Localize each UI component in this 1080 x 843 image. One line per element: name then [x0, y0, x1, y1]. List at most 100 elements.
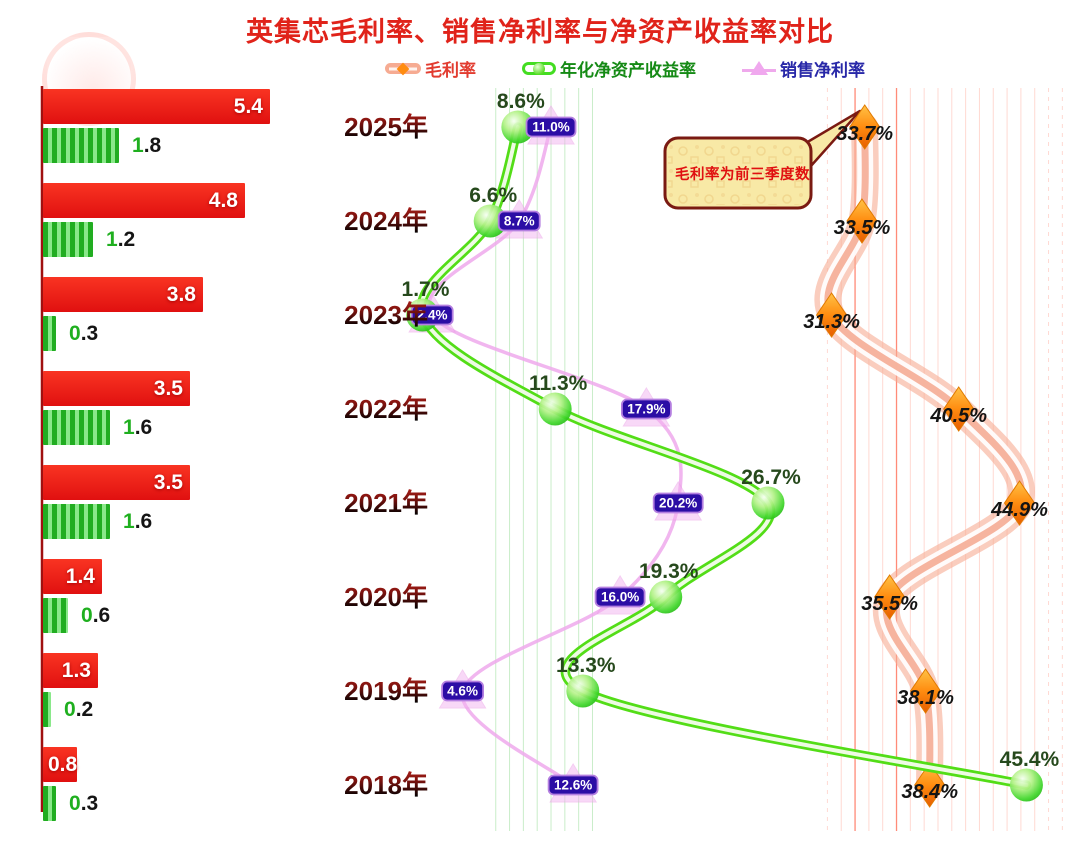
year-label: 2024年 [292, 204, 428, 238]
green-bar [43, 504, 110, 539]
red-bar: 1.3 [43, 653, 98, 688]
net-margin-point-label: 17.9% [627, 402, 665, 417]
gross-margin-marker [1003, 480, 1036, 526]
roe-marker [566, 674, 600, 708]
gross-margin-legend-icon [385, 63, 421, 74]
green-bar-label: 1.8 [132, 134, 162, 157]
red-bar: 1.4 [43, 559, 102, 594]
gross-margin-point-label: 33.7% [836, 123, 893, 145]
red-bar: 3.5 [43, 371, 190, 406]
net-margin-badge: 16.0% [594, 586, 646, 608]
gross-margin-marker [874, 574, 906, 620]
green-bar [43, 692, 51, 727]
red-bar-label: 0.8 [48, 752, 78, 776]
year-label: 2025年 [292, 110, 428, 144]
legend-label: 年化净资产收益率 [560, 61, 696, 80]
roe-point-label: 13.3% [556, 654, 616, 677]
gross-margin-marker [849, 104, 881, 150]
year-label: 2019年 [292, 674, 428, 708]
net-margin-point-label: 20.2% [659, 496, 697, 511]
roe-point-label: 1.7% [402, 278, 450, 301]
roe-point-label: 11.3% [529, 372, 588, 395]
gross-margin-marker [943, 386, 975, 432]
series-roe [405, 110, 1043, 802]
net-margin-point-label: 11.0% [532, 120, 570, 135]
gross-margin-point-label: 38.1% [897, 687, 954, 709]
legend-label: 毛利率 [425, 61, 476, 80]
net-margin-point-label: 8.7% [504, 214, 535, 229]
net-margin-badge: 8.7% [497, 210, 541, 232]
red-bar: 0.8 [43, 747, 77, 782]
legend-label: 销售净利率 [780, 61, 865, 80]
net-margin-point-label: 4.6% [447, 684, 478, 699]
net-margin-point-label: 2.4% [417, 308, 448, 323]
gross-margin-point-label: 40.5% [929, 405, 987, 427]
green-bar [43, 598, 68, 633]
roe-marker [649, 580, 683, 614]
roe-marker [1009, 768, 1043, 802]
gross-margin-point-label: 38.4% [901, 781, 958, 803]
net-margin-point-label: 16.0% [601, 590, 639, 605]
net-margin-badge: 20.2% [652, 492, 704, 514]
roe-marker [538, 392, 572, 426]
green-bar-label: 1.6 [123, 416, 153, 439]
series-gross-margin [814, 104, 1036, 808]
gross-margin-point-label: 31.3% [803, 311, 860, 333]
roe-point-label: 19.3% [639, 560, 699, 583]
roe-point-label: 6.6% [469, 184, 517, 207]
net-margin-legend-icon [742, 61, 776, 76]
year-label: 2022年 [292, 392, 428, 426]
red-bar: 5.4 [43, 89, 270, 124]
red-bar-label: 3.5 [153, 376, 183, 400]
red-bar-label: 1.4 [65, 564, 95, 588]
gross-margin-marker [846, 198, 878, 244]
annotation-callout [665, 109, 862, 208]
gross-margin-marker [914, 762, 946, 808]
year-label: 2018年 [292, 768, 428, 802]
green-bar [43, 410, 110, 445]
green-bar-label: 1.6 [123, 510, 153, 533]
red-bar-label: 4.8 [208, 188, 238, 212]
green-bar-label: 1.2 [106, 228, 136, 251]
roe-point-label: 8.6% [497, 90, 545, 113]
roe-marker [473, 204, 507, 238]
year-label: 2021年 [292, 486, 428, 520]
roe-point-label: 45.4% [1000, 748, 1060, 771]
red-bar-label: 3.8 [166, 282, 196, 306]
gross-margin-marker [909, 668, 942, 714]
gross-margin-point-label: 35.5% [861, 593, 918, 615]
year-label: 2023年 [292, 298, 428, 332]
legend-item-net-margin: 销售净利率 [742, 56, 865, 81]
net-margin-point-label: 12.6% [554, 778, 592, 793]
red-bar: 3.8 [43, 277, 203, 312]
page-title: 英集芯毛利率、销售净利率与净资产收益率对比 [246, 17, 834, 47]
roe-marker [751, 486, 785, 520]
year-label: 2020年 [292, 580, 428, 614]
net-margin-badge: 4.6% [441, 680, 485, 702]
red-bar: 3.5 [43, 465, 190, 500]
green-bar-label: 0.2 [64, 698, 94, 721]
annotation-callout-top: 毛利率为前三季度数 [663, 136, 813, 210]
green-bar-label: 0.6 [81, 604, 111, 627]
green-bar [43, 128, 119, 163]
net-margin-badge: 12.6% [547, 774, 599, 796]
legend: 毛利率 年化净资产收益率 销售净利率 [170, 56, 1080, 81]
legend-item-gross-margin: 毛利率 [385, 56, 476, 81]
roe-point-label: 26.7% [741, 466, 801, 489]
green-bar [43, 316, 56, 351]
roe-legend-icon [522, 62, 556, 75]
green-bar [43, 786, 56, 821]
gross-margin-point-label: 44.9% [990, 499, 1048, 521]
green-bar-label: 0.3 [69, 322, 99, 345]
net-margin-badge: 11.0% [525, 116, 577, 138]
legend-item-roe: 年化净资产收益率 [522, 56, 696, 81]
horizontal-gridlines [402, 172, 1080, 832]
red-bar-label: 5.4 [233, 94, 263, 118]
red-bar: 4.8 [43, 183, 245, 218]
net-margin-badge: 2.4% [410, 304, 454, 326]
roe-marker [501, 110, 535, 144]
red-bar-label: 3.5 [153, 470, 183, 494]
red-bar-label: 1.3 [61, 658, 91, 682]
annotation-text: 毛利率为前三季度数 [675, 165, 810, 183]
